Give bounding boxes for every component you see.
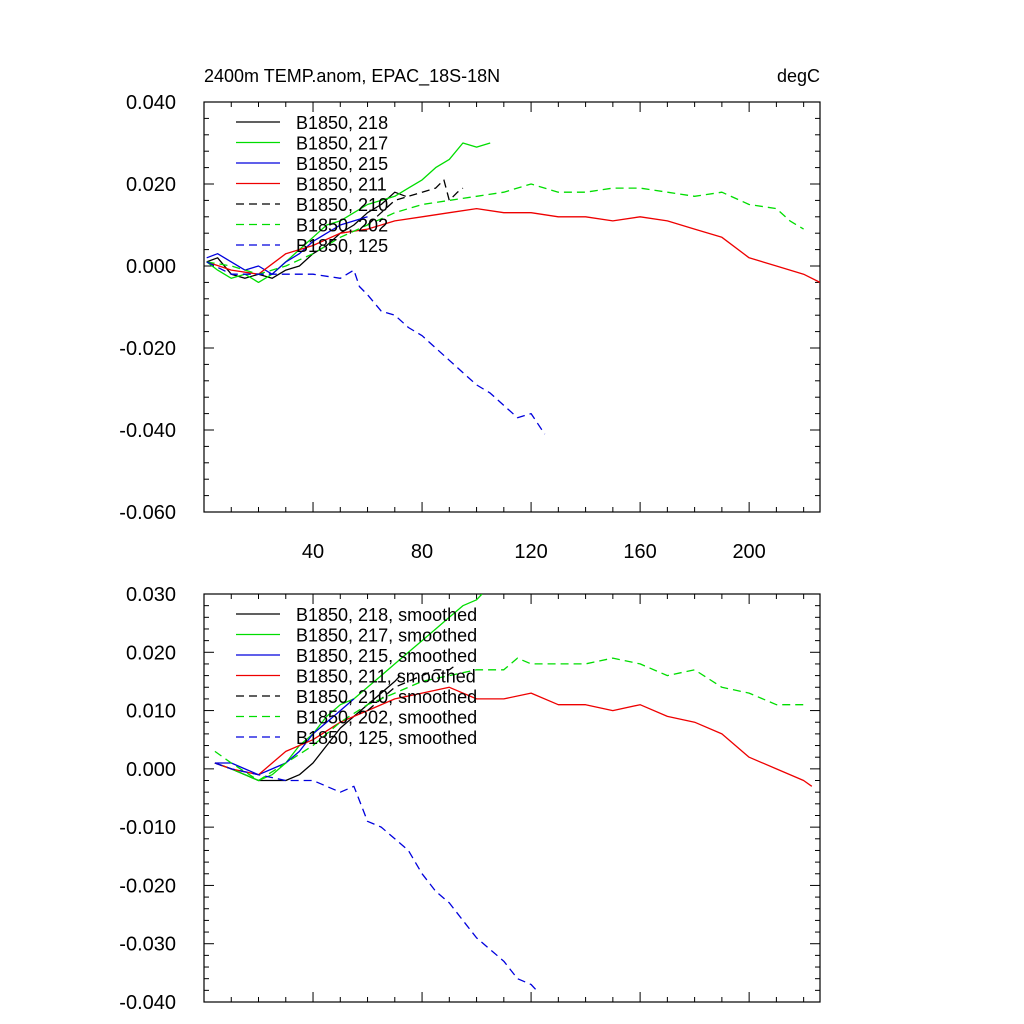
bottom-legend-label: B1850, 217, smoothed	[296, 626, 477, 646]
top-series-b1850-125	[206, 261, 546, 435]
bottom-plot-area: 0.030 0.020 0.010 0.000 -0.010 -0.020 -0.030 -0…	[119, 584, 821, 1014]
top-panel-units: degC	[777, 66, 820, 86]
top-legend-label: B1850, 125	[296, 236, 388, 256]
bottom-ytick-label: 0.030	[126, 584, 176, 606]
top-xtick-label: 200	[732, 541, 765, 563]
top-legend-label: B1850, 217	[296, 134, 388, 154]
top-xtick-label: 40	[302, 541, 324, 563]
bottom-legend-label: B1850, 215, smoothed	[296, 646, 477, 666]
top-ytick-label: -0.040	[119, 420, 176, 442]
top-ytick-label: 0.020	[126, 174, 176, 196]
bottom-ytick-label: 0.020	[126, 642, 176, 664]
top-panel-title: 2400m TEMP.anom, EPAC_18S-18N	[204, 66, 500, 87]
bottom-ytick-label: -0.040	[119, 992, 176, 1014]
bottom-legend-label: B1850, 210, smoothed	[296, 687, 477, 707]
top-plot-area: 0.040 0.020 0.000 -0.020 -0.040 -0.060 40 80 120…	[119, 92, 821, 563]
top-legend-label: B1850, 218	[296, 113, 388, 133]
top-series-b1850-210	[367, 179, 464, 226]
top-legend-label: B1850, 210	[296, 195, 388, 215]
top-ytick-label: 0.000	[126, 256, 176, 278]
bottom-series-b1850-210-smoothed	[367, 663, 458, 712]
top-xtick-label: 160	[623, 541, 656, 563]
bottom-ytick-label: -0.010	[119, 817, 176, 839]
top-legend-label: B1850, 211	[296, 175, 387, 195]
top-ytick-label: -0.060	[119, 502, 176, 524]
bottom-legend-label: B1850, 202, smoothed	[296, 708, 477, 728]
top-series-b1850-202	[206, 183, 804, 275]
top-xtick-label: 120	[514, 541, 547, 563]
top-ytick-label: 0.040	[126, 92, 176, 114]
bottom-plot-frame	[203, 593, 821, 1003]
bottom-series-b1850-202-smoothed	[214, 657, 804, 782]
bottom-ytick-label: -0.030	[119, 934, 176, 956]
bottom-panel: 0.030 0.020 0.010 0.000 -0.010 -0.020 -0.030 -0…	[119, 584, 821, 1014]
top-plot-frame	[203, 101, 821, 513]
bottom-ytick-label: 0.000	[126, 759, 176, 781]
bottom-legend-label: B1850, 218, smoothed	[296, 605, 477, 625]
top-ytick-label: -0.020	[119, 338, 176, 360]
bottom-legend-label: B1850, 211, smoothed	[296, 667, 476, 687]
top-panel: 2400m TEMP.anom, EPAC_18S-18N degC 0.040…	[119, 66, 821, 563]
top-xtick-label: 80	[411, 541, 433, 563]
top-series-b1850-215	[206, 216, 368, 275]
bottom-ytick-label: 0.010	[126, 701, 176, 723]
bottom-legend-label: B1850, 125, smoothed	[296, 728, 477, 748]
top-legend-label: B1850, 202	[296, 216, 388, 236]
bottom-series-b1850-211-smoothed	[214, 686, 813, 787]
bottom-ytick-label: -0.020	[119, 875, 176, 897]
top-series-b1850-211	[206, 207, 820, 283]
top-series-b1850-217	[206, 142, 491, 284]
top-legend-label: B1850, 215	[296, 154, 388, 174]
top-series-group	[206, 142, 820, 435]
bottom-series-group	[214, 594, 813, 991]
bottom-series-b1850-125-smoothed	[214, 762, 537, 991]
